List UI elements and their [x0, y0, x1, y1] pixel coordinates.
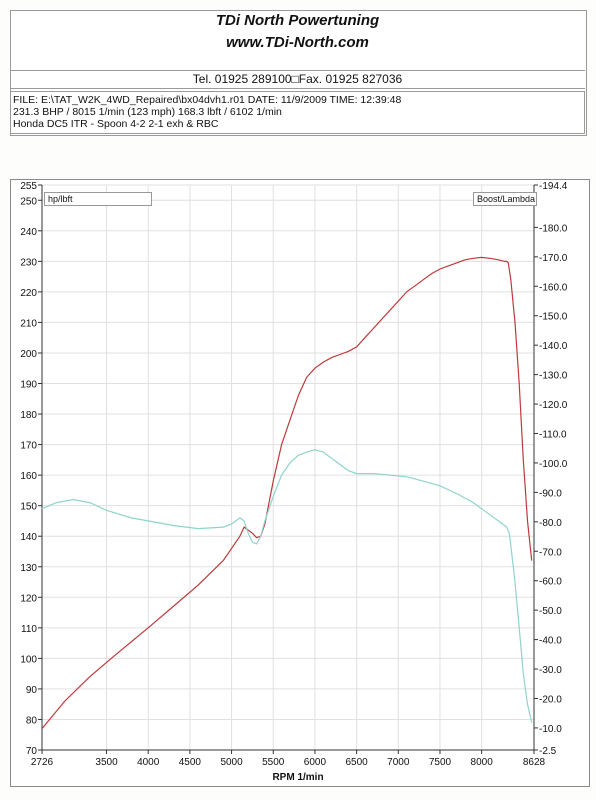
left-tick-label: 150	[20, 502, 37, 513]
right-tick-label: -50.0	[539, 606, 562, 617]
contact-line: Tel. 01925 289100□Fax. 01925 827036	[10, 70, 585, 89]
right-tick-label: -110.0	[539, 429, 567, 440]
x-tick-label: 2726	[31, 757, 54, 768]
car-line: Honda DC5 ITR - Spoon 4-2 2-1 exh & RBC	[13, 118, 219, 130]
right-axis-label: Boost/Lambda	[473, 192, 537, 206]
left-tick-label: 255	[20, 181, 37, 192]
left-tick-label: 90	[26, 685, 38, 696]
right-tick-label: -90.0	[539, 488, 562, 499]
right-tick-label: -70.0	[539, 547, 562, 558]
left-tick-label: 120	[20, 593, 37, 604]
right-tick-label: -80.0	[539, 518, 562, 529]
right-tick-label: -130.0	[539, 371, 568, 382]
right-tick-label: -180.0	[539, 223, 568, 234]
left-tick-label: 100	[20, 654, 37, 665]
x-tick-label: 5500	[262, 757, 285, 768]
right-tick-label: -30.0	[539, 665, 562, 676]
x-tick-label: 6500	[345, 757, 368, 768]
header-panel	[10, 10, 587, 136]
x-tick-label: 5000	[220, 757, 243, 768]
x-axis-title: RPM 1/min	[272, 772, 324, 783]
x-tick-label: 3500	[95, 757, 118, 768]
left-tick-label: 70	[26, 746, 38, 757]
x-tick-label: 8000	[471, 757, 494, 768]
right-tick-label: -10.0	[539, 724, 562, 735]
x-tick-label: 7000	[387, 757, 410, 768]
right-tick-label: -150.0	[539, 312, 568, 323]
right-tick-label: -160.0	[539, 282, 568, 293]
left-tick-label: 180	[20, 410, 37, 421]
right-tick-label: -2.5	[539, 746, 557, 757]
torque-curve	[41, 449, 533, 723]
run-info: FILE: E:\TAT_W2K_4WD_Repaired\bx04dvh1.r…	[10, 91, 585, 134]
company-url: www.TDi-North.com	[226, 34, 369, 51]
result-line: 231.3 BHP / 8015 1/min (123 mph) 168.3 l…	[13, 106, 282, 118]
company-title: TDi North Powertuning	[215, 12, 380, 29]
left-tick-label: 80	[26, 715, 38, 726]
left-axis-label: hp/lbft	[44, 192, 152, 206]
x-tick-label: 4500	[179, 757, 202, 768]
left-tick-label: 230	[20, 257, 37, 268]
right-tick-label: -40.0	[539, 636, 562, 647]
left-tick-label: 130	[20, 563, 37, 574]
right-tick-label: -140.0	[539, 341, 568, 352]
left-tick-label: 140	[20, 532, 37, 543]
left-tick-label: 250	[20, 196, 37, 207]
left-tick-label: 110	[21, 624, 37, 635]
right-tick-label: -100.0	[539, 459, 568, 470]
x-tick-label: 4000	[137, 757, 160, 768]
right-tick-label: -194.4	[539, 181, 568, 192]
right-tick-label: -120.0	[539, 400, 568, 411]
left-tick-label: 160	[20, 471, 37, 482]
x-tick-label: 6000	[304, 757, 327, 768]
left-tick-label: 220	[20, 288, 37, 299]
left-tick-label: 210	[20, 318, 37, 329]
left-tick-label: 190	[20, 380, 37, 391]
power-curve	[41, 256, 533, 729]
right-tick-label: -170.0	[539, 253, 568, 264]
left-tick-label: 240	[20, 227, 37, 238]
right-tick-label: -60.0	[539, 577, 562, 588]
file-line: FILE: E:\TAT_W2K_4WD_Repaired\bx04dvh1.r…	[13, 94, 402, 106]
left-tick-label: 170	[20, 441, 37, 452]
x-tick-label: 8628	[523, 757, 546, 768]
left-tick-label: 200	[20, 349, 37, 360]
x-tick-label: 7500	[429, 757, 452, 768]
right-tick-label: -20.0	[539, 694, 562, 705]
